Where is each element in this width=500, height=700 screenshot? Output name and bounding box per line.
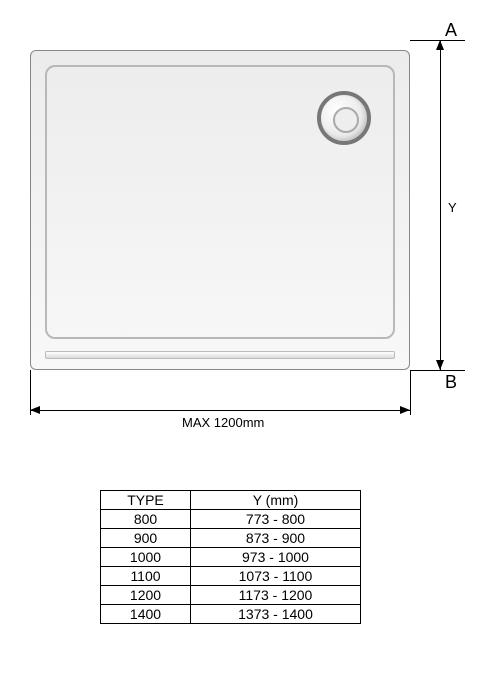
dim-y-arrow-up-icon [436, 40, 444, 50]
cell-type: 900 [101, 529, 191, 548]
dim-y-arrow-down-icon [436, 360, 444, 370]
marker-b: B [445, 372, 457, 393]
dim-bottom-label: MAX 1200mm [180, 415, 266, 430]
cell-y: 973 - 1000 [191, 548, 361, 567]
cell-type: 1400 [101, 605, 191, 624]
table-row: 800773 - 800 [101, 510, 361, 529]
dim-bottom-arrow-right-icon [400, 406, 410, 414]
cell-y: 1373 - 1400 [191, 605, 361, 624]
cell-type: 1100 [101, 567, 191, 586]
dim-bottom-arrow-left-icon [30, 406, 40, 414]
tray-body [30, 50, 410, 370]
ext-line-right [410, 370, 411, 415]
dim-y-label: Y [446, 200, 459, 215]
table-row: 900873 - 900 [101, 529, 361, 548]
cell-y: 1073 - 1100 [191, 567, 361, 586]
cell-type: 1000 [101, 548, 191, 567]
tray-inner-basin [45, 65, 395, 339]
cell-type: 800 [101, 510, 191, 529]
drain-outlet-icon [317, 91, 371, 145]
dimension-table: TYPE Y (mm) 800773 - 800900873 - 9001000… [100, 490, 361, 624]
table-row: 11001073 - 1100 [101, 567, 361, 586]
table-row: 12001173 - 1200 [101, 586, 361, 605]
table-row: 1000973 - 1000 [101, 548, 361, 567]
front-rail [45, 351, 395, 359]
marker-a: A [445, 20, 457, 41]
cell-type: 1200 [101, 586, 191, 605]
cell-y: 773 - 800 [191, 510, 361, 529]
dim-bottom-line [30, 410, 410, 411]
cell-y: 1173 - 1200 [191, 586, 361, 605]
dim-y-line [440, 40, 441, 370]
cell-y: 873 - 900 [191, 529, 361, 548]
technical-diagram: A B Y MAX 1200mm [30, 40, 470, 460]
table-header-type: TYPE [101, 491, 191, 510]
table-header-y: Y (mm) [191, 491, 361, 510]
ext-line-b [410, 370, 465, 371]
table-row: 14001373 - 1400 [101, 605, 361, 624]
